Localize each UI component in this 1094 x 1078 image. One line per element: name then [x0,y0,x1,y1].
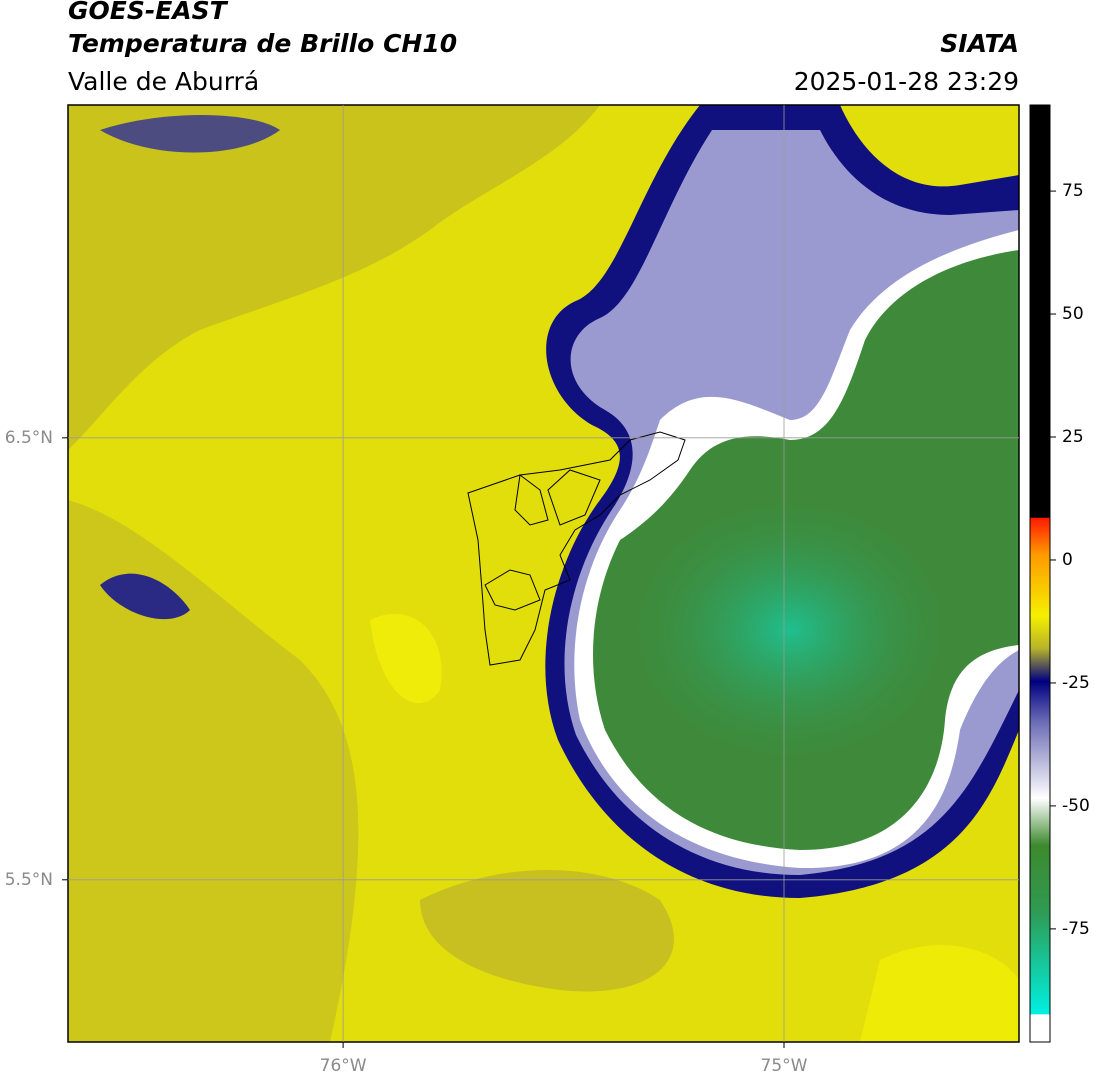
olive-area [420,870,674,992]
colorbar-tick-label: 0 [1062,550,1073,570]
map-frame [67,104,1020,1043]
cloud-coldest [620,490,960,770]
olive-area [68,500,359,1042]
org: SIATA [940,29,1019,58]
colorbar-tick-label: -75 [1062,919,1090,939]
municipal-boundaries [467,431,686,666]
colorbar-tick-label: -50 [1062,796,1090,816]
colorbar-tick-label: 75 [1062,181,1084,201]
map-image [68,105,1019,1042]
olive-area [68,105,600,450]
cold-patch [100,573,190,620]
bright-area [860,945,1019,1042]
x-tick-label: 75°W [761,1056,808,1076]
cold-patch [100,115,280,153]
product: Temperatura de Brillo CH10 [68,29,457,58]
y-tick-label: 6.5°N [5,428,53,448]
bright-area [370,613,442,704]
boundary [484,469,601,611]
colorbar-tick-label: -25 [1062,673,1090,693]
region: Valle de Aburrá [68,67,259,96]
colorbar-tick-label: 25 [1062,427,1084,447]
colorbar [1029,104,1051,1043]
y-tick-label: 5.5°N [5,870,53,890]
satellite: GOES-EAST [68,0,229,25]
boundary [467,431,686,666]
datetime: 2025-01-28 23:29 [794,67,1019,96]
colorbar-tick-label: 50 [1062,304,1084,324]
x-tick-label: 76°W [320,1056,367,1076]
